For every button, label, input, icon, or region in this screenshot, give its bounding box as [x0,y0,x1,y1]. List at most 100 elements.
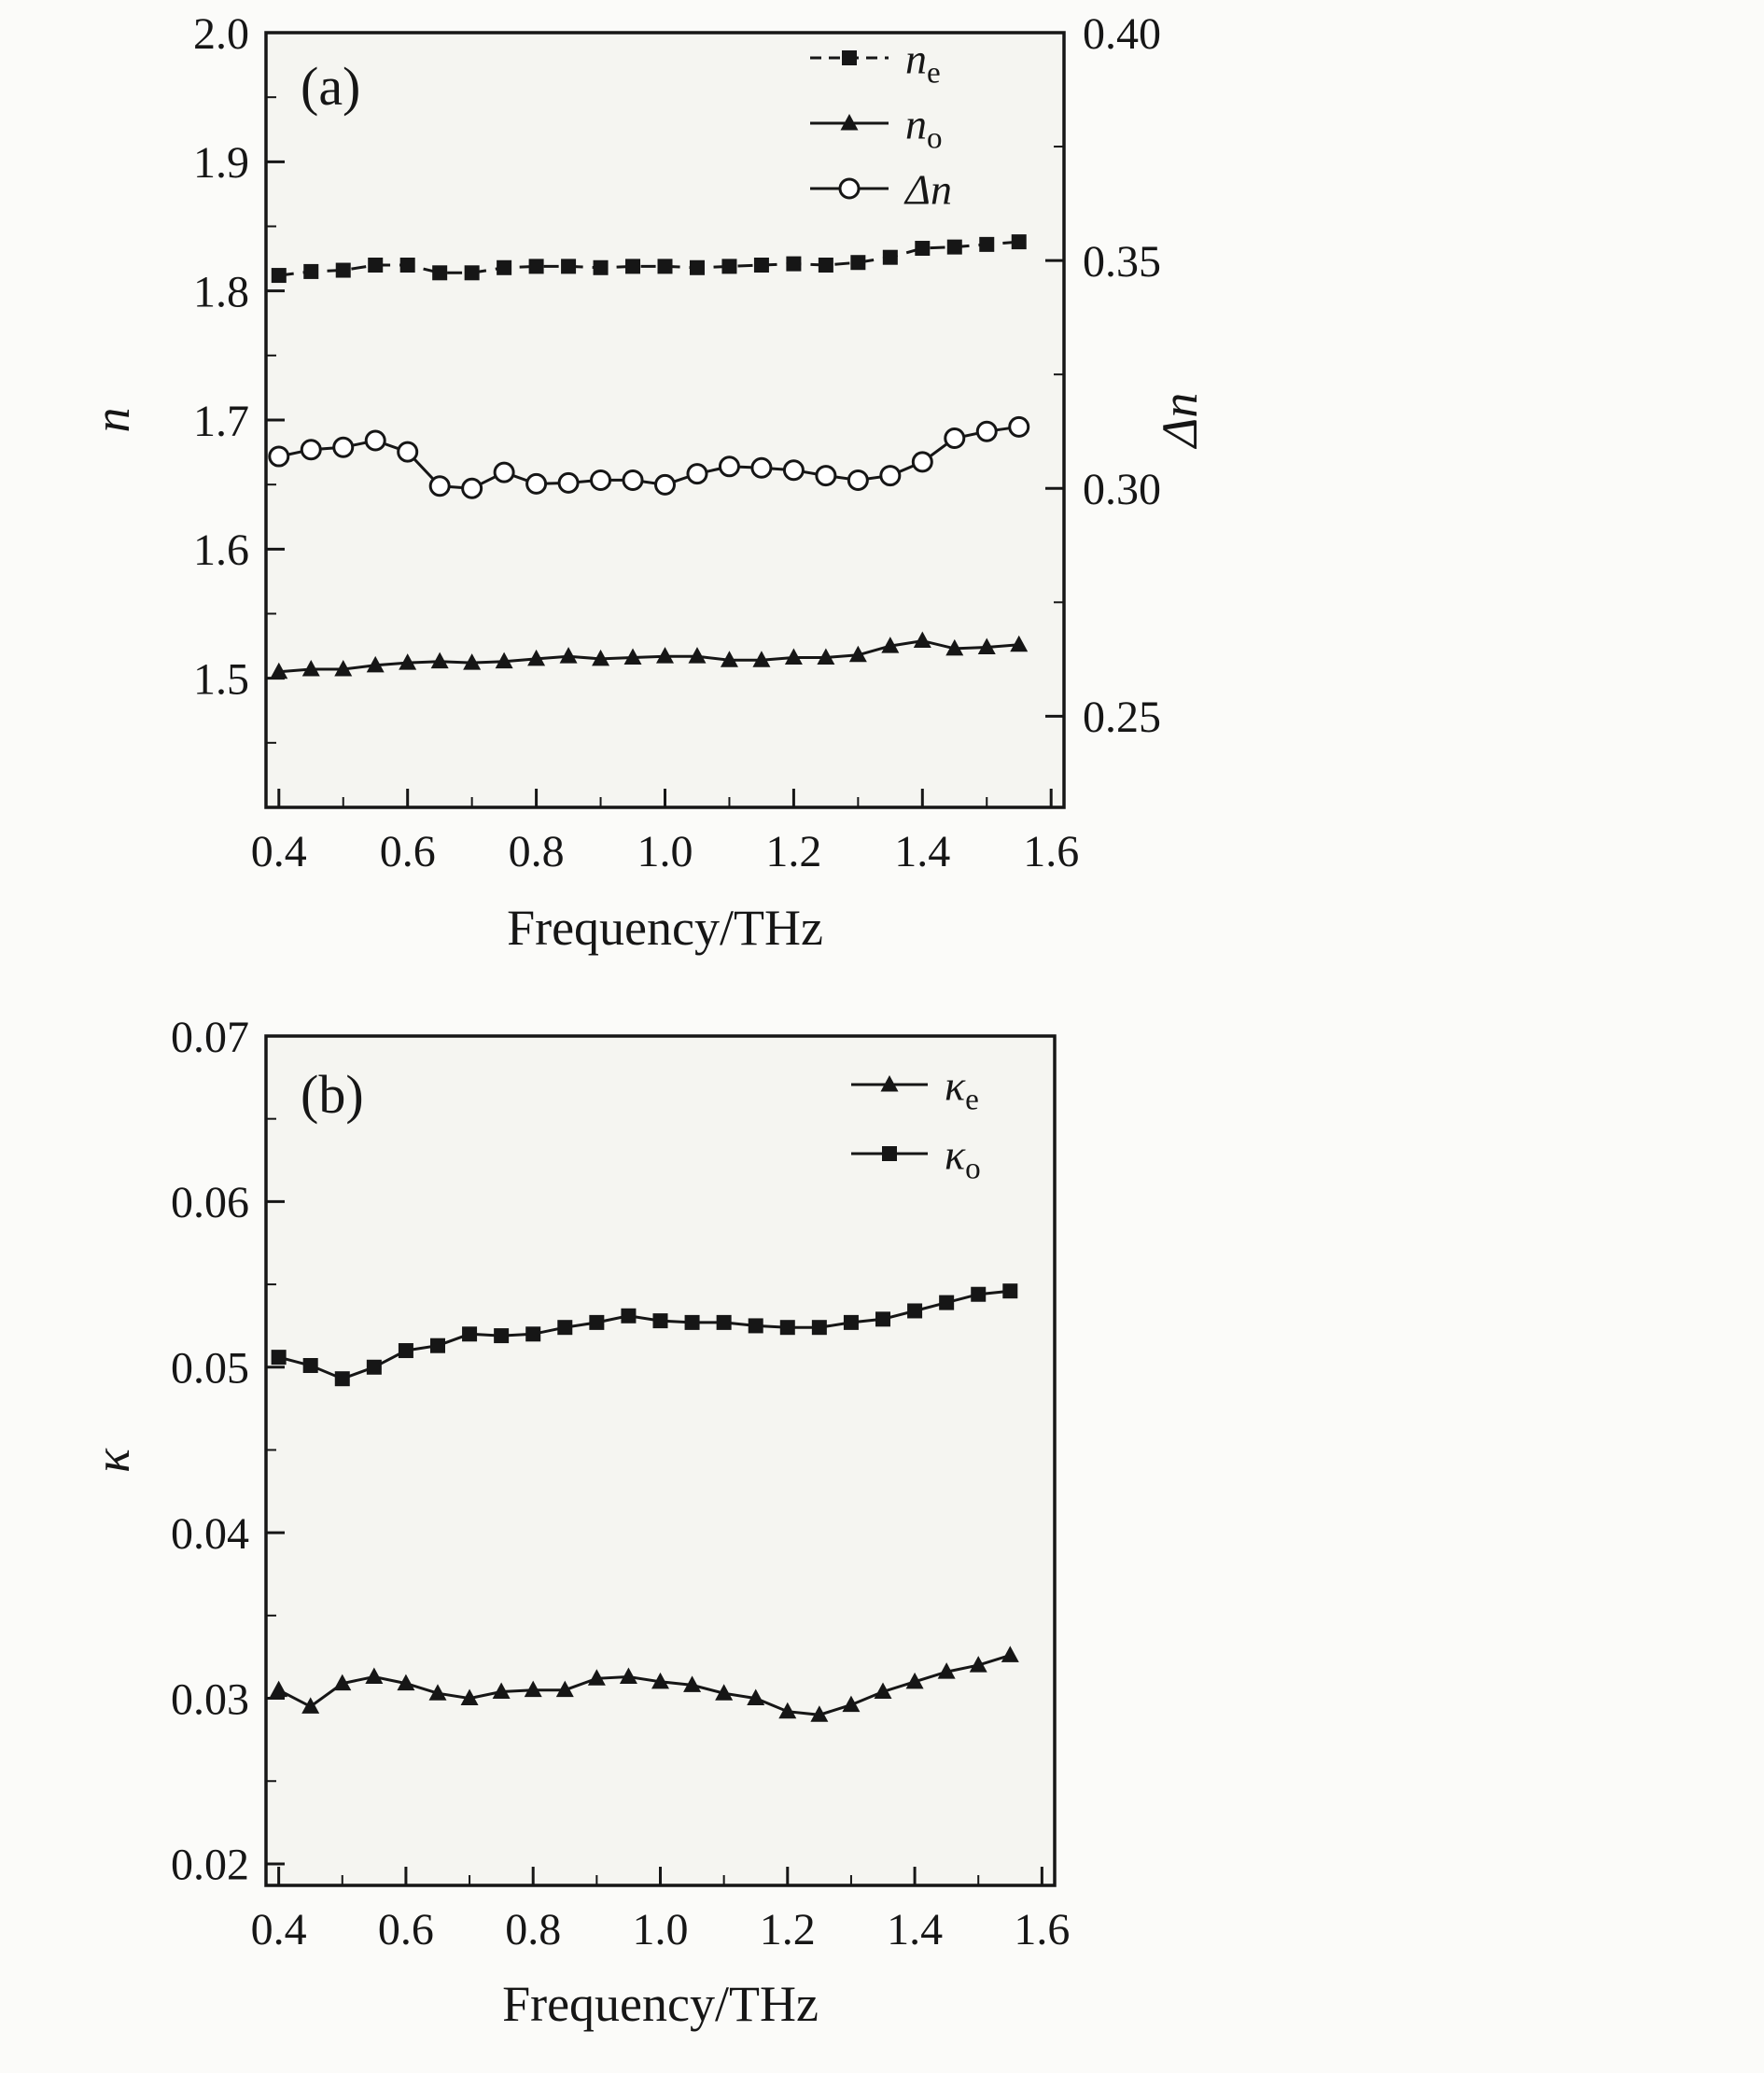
series-no-point [301,659,320,677]
series-ne-point [561,259,577,274]
series-ko-point [302,1358,318,1374]
series-ko-point [589,1314,605,1330]
x-tick-label: 0.4 [251,827,307,876]
series-no-point [977,637,996,654]
series-ko-point [1002,1283,1018,1299]
series-ke-point [905,1672,924,1689]
legend-item-ke: κe [851,1062,979,1117]
plot-border [264,1034,1057,1887]
series-ne-point [850,255,866,271]
plot-area [266,33,1064,807]
series-dn-point [718,455,740,478]
series-no-markers [270,631,1029,679]
series-ke-point [683,1675,702,1692]
series-ko-point [334,1371,350,1387]
series-no-point [656,647,674,664]
x-tick-label: 1.2 [760,1905,816,1954]
series-ke-point [333,1674,352,1691]
series-ko-point [907,1303,923,1319]
series-no-point [752,651,771,667]
panel-b: 0.4 0.6 0.8 1.0 1.2 1.4 1.6 0.02 0.03 0.04 0.05 0.0… [0,989,1764,2073]
series-ko-point [429,1338,445,1353]
series-dn-point [397,441,419,463]
y-tick-label: 1.5 [193,654,249,704]
legend-marker-circle-open [838,177,861,200]
series-no-point [1010,635,1029,652]
series-dn-point [590,469,612,491]
series-ko-point [716,1314,732,1330]
series-ne-point [528,259,544,274]
series-ko-point [494,1328,510,1344]
series-ko-point [939,1295,955,1310]
series-dn-point [364,429,386,452]
series-ne-point [399,258,415,273]
series-ne-point [464,265,480,281]
series-ne-point [1011,234,1027,250]
series-dn-point [300,439,322,461]
series-no-point [270,662,288,679]
legend-label-ne: ne [905,35,941,91]
series-ke-point [397,1674,415,1691]
legend-item-ne: ne [810,35,941,91]
x-tick-label: 0.8 [509,827,565,876]
series-dn-point [815,465,837,487]
series-ke-point [587,1669,606,1686]
axes [266,1034,1043,1885]
series-no-point [334,659,353,677]
y-tick-label: 2.0 [193,9,249,59]
series-ko-point [652,1313,668,1329]
series-ko-point [462,1326,478,1342]
y-tick-label: 1.7 [193,397,249,446]
series-ne-point [303,263,319,279]
series-no-point [592,649,610,666]
series-ke-markers [270,1646,1019,1722]
legend: κe κo [851,1062,981,1186]
y-tick-label: 1.9 [193,138,249,188]
plot-area [266,1036,1055,1885]
x-tick-label: 1.4 [887,1905,943,1954]
series-no-point [817,648,835,665]
series-dn-point [493,461,515,483]
series-dn-point [268,445,290,468]
series-ne-point [786,256,802,272]
series-dn-point [461,477,483,499]
y-tick-label: 0.06 [171,1178,249,1227]
panel-label: (b) [301,1064,364,1125]
series-ke-point [937,1662,956,1679]
series-ne-point [882,249,898,265]
series-no-point [945,638,964,656]
y2-tick-label: 0.35 [1083,237,1161,287]
series-no-line [278,639,1019,674]
x-tick-label: 0.4 [251,1905,307,1954]
series-ko-point [621,1308,637,1324]
series-ke-point [270,1680,288,1698]
series-ke-point [778,1702,797,1719]
legend-item-ko: κo [851,1131,981,1186]
legend-marker-square [842,50,857,65]
series-ne-point [946,239,962,255]
legend-item-dn: Δn [810,166,952,214]
series-ne-point [497,259,512,275]
series-no-point [720,651,738,667]
series-ke-point [1001,1646,1019,1662]
x-tick-label: 1.0 [637,827,693,876]
series-dn-point [1008,415,1030,438]
series-ke-point [747,1688,765,1706]
series-dn-point [879,465,902,487]
series-no-point [399,653,417,670]
series-ko-point [271,1350,287,1366]
series-ko-point [875,1311,891,1327]
series-ne-point [368,258,384,273]
series-ne-point [271,268,287,284]
series-dn-point [428,475,451,497]
series-ne-point [689,259,705,275]
series-ne-point [432,265,448,281]
series-ke-point [810,1705,829,1722]
y-tick-label: 0.04 [171,1509,249,1559]
series-dn-point [525,472,548,495]
series-ke-point [524,1680,542,1698]
x-axis-label: Frequency/THz [502,1976,819,2032]
series-no-point [913,631,931,649]
series-no-point [881,637,900,653]
x-tick-label: 0.6 [378,1905,434,1954]
